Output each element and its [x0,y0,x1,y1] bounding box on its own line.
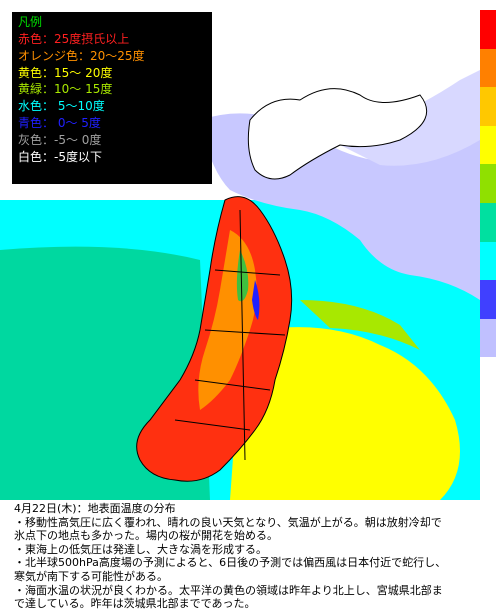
legend-item-gray: 灰色：-5～ 0度 [18,132,102,147]
caption-line: ・北半球500hPa高度場の予測によると、6日後の予測では偏西風は日本付近で蛇行… [14,556,447,570]
caption-line: 氷点下の地点も多かった。場内の桜が開花を始める。 [14,529,278,543]
honshu-water [252,280,260,320]
color-swatch [480,202,496,242]
color-swatch [480,125,496,165]
color-swatch [480,280,496,319]
legend-item-blue: 青色： 0～ 5度 [18,115,101,130]
caption-line: 寒気が南下する可能性がある。 [14,569,168,583]
caption-text: 4月22日(木)：地表面温度の分布 ・移動性高気圧に広く覆われ、晴れの良い天気と… [14,502,498,611]
caption-line: 4月22日(木)：地表面温度の分布 [14,502,176,515]
prefecture-boundaries [174,209,286,461]
color-swatch [480,164,496,203]
honshu-green-zone [236,250,249,302]
legend-item-red: 赤色：25度摂氏以上 [18,32,130,46]
legend-item-yellowgreen: 黄緑：10～ 15度 [18,82,113,97]
legend-box: 凡例 赤色：25度摂氏以上 オレンジ色：20～25度 黄色：15～ 20度 黄緑… [12,12,212,184]
caption-line: ・移動性高気圧に広く覆われ、晴れの良い天気となり、気温が上がる。朝は放射冷却で [14,515,442,529]
color-swatch [480,48,496,88]
caption-line: ・東海上の低気圧は発達し、大きな渦を形成する。 [14,542,267,556]
color-scale-bar [480,10,496,358]
color-swatch [480,241,496,281]
caption-line: ・海面水温の状況が良くわかる。太平洋の黄色の領域は昨年より北上し、宮城県北部ま [14,583,443,597]
caption-line: で達している。昨年は茨城県北部までであった。 [14,597,256,611]
hokkaido-land [247,88,428,180]
pacific-warm-sea [230,327,460,500]
color-swatch [480,10,496,49]
legend-item-yellow: 黄色：15～ 20度 [18,65,113,80]
legend-item-cyan: 水色： 5～10度 [18,99,105,114]
legend-item-white: 白色：-5度以下 [18,149,102,164]
color-swatch [480,87,496,126]
legend-title: 凡例 [18,15,43,29]
pacific-green-sea [300,300,420,350]
color-swatch [480,318,496,358]
legend-item-orange: オレンジ色：20～25度 [18,48,145,63]
temperature-map [0,70,480,500]
